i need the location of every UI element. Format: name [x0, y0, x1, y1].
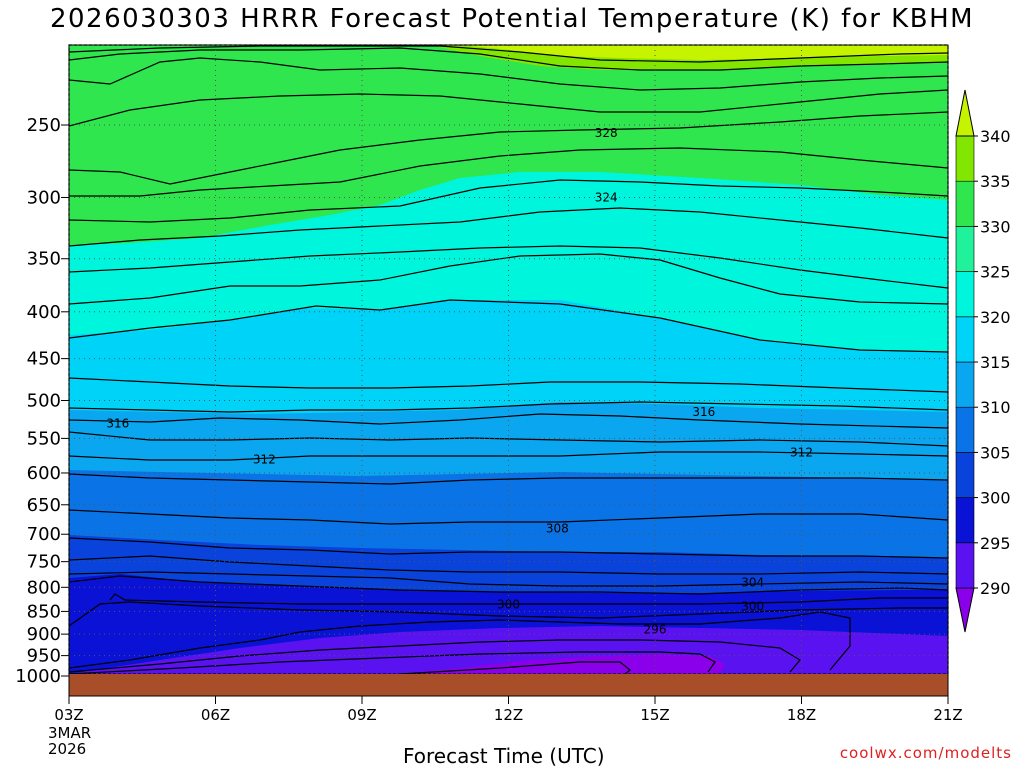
colorbar-label: 315: [980, 353, 1011, 372]
contour-line: [69, 555, 948, 575]
contour-line: [69, 45, 948, 63]
colorbar-segment: [955, 135, 975, 182]
contour-line: [69, 451, 948, 461]
colorbar-segment: [955, 452, 975, 498]
y-tick-label: 950: [27, 646, 61, 667]
band-340-plus: [460, 45, 948, 60]
contour-line: [109, 593, 948, 605]
colorbar-label: 300: [980, 489, 1011, 508]
x-tick-label: 06Z: [201, 706, 230, 724]
contour-line: [69, 651, 716, 674]
contour-label: 312: [253, 452, 276, 466]
contour-line: [69, 509, 948, 525]
y-tick-label: 400: [27, 302, 61, 323]
contour-label: 300: [741, 600, 764, 614]
colorbar-label: 310: [980, 398, 1011, 417]
contour-label: 324: [595, 190, 618, 204]
contour-line: [69, 537, 948, 559]
contour-line: [69, 47, 948, 71]
colorbar-label: 320: [980, 308, 1011, 327]
contour-line: [69, 179, 948, 223]
contour-line: [69, 89, 948, 127]
colorbar-label: 340: [980, 127, 1011, 146]
contour-line: [69, 473, 948, 485]
colorbar-segment: [955, 180, 975, 227]
colorbar-label: 330: [980, 217, 1011, 236]
colorbar-label: 325: [980, 263, 1011, 282]
contour-line: [69, 111, 948, 185]
y-axis: 2503003504004505005506006507007508008509…: [15, 115, 69, 687]
chart-title: 2026030303 HRRR Forecast Potential Tempe…: [49, 4, 975, 34]
contour-line: [69, 299, 948, 353]
contour-label: 316: [106, 417, 129, 431]
contour-label: 316: [692, 405, 715, 419]
y-tick-label: 500: [27, 391, 61, 412]
terrain-ground: [69, 674, 948, 696]
contour-line: [69, 571, 948, 587]
contour-label: 328: [595, 126, 618, 140]
potential-temperature-chart: 328 324 316 316 312 312 308 304 300 300 296 250 300…: [15, 44, 1011, 724]
colorbar-segment: [955, 271, 975, 318]
contour-line: [69, 611, 851, 671]
contour-label: 312: [790, 446, 813, 460]
contour-line: [69, 401, 948, 413]
contour-line: [399, 661, 631, 674]
contour-line: [69, 601, 948, 627]
contour-line: [69, 207, 948, 247]
y-tick-label: 800: [27, 577, 61, 598]
x-date-month: 3MAR: [48, 724, 92, 742]
y-tick-label: 700: [27, 524, 61, 545]
contour-line: [69, 639, 801, 673]
colorbar-segment: [955, 587, 975, 633]
colorbar-segment: [955, 497, 975, 544]
colorbar-segment: [955, 89, 975, 137]
x-axis-label: Forecast Time (UTC): [403, 744, 605, 768]
x-tick-label: 12Z: [494, 706, 523, 724]
contour-label: 308: [546, 522, 569, 536]
y-tick-label: 450: [27, 349, 61, 370]
y-tick-label: 550: [27, 428, 61, 449]
contour-label: 300: [497, 597, 520, 611]
colorbar-segment: [955, 361, 975, 408]
contour-label: 304: [741, 575, 764, 589]
x-tick-label: 15Z: [640, 706, 669, 724]
contour-line: [69, 431, 948, 447]
contour-line: [69, 57, 948, 91]
colorbar-segment: [955, 226, 975, 272]
contour-line: [69, 413, 948, 429]
x-tick-label: 09Z: [347, 706, 376, 724]
colorbar-label: 290: [980, 579, 1011, 598]
contour-lines: [69, 45, 948, 674]
y-tick-label: 900: [27, 624, 61, 645]
colorbar-label: 305: [980, 443, 1011, 462]
plot-area: [69, 45, 948, 674]
colorbar-label: 335: [980, 172, 1011, 191]
colorbar-segment: [955, 316, 975, 363]
contour-line: [69, 253, 948, 305]
credit-link[interactable]: coolwx.com/modelts: [839, 744, 1012, 762]
colorbar-segment: [955, 542, 975, 589]
colorbar: 290 295 300 305 310 315 320 325 330 335 340: [955, 89, 1011, 633]
y-tick-label: 650: [27, 495, 61, 516]
contour-label: 296: [644, 623, 667, 637]
contour-line: [69, 245, 948, 289]
y-tick-label: 300: [27, 187, 61, 208]
y-tick-label: 1000: [15, 666, 61, 687]
y-tick-label: 850: [27, 601, 61, 622]
x-date-year: 2026: [48, 740, 87, 758]
y-tick-label: 350: [27, 249, 61, 270]
x-tick-label: 21Z: [933, 706, 962, 724]
colorbar-label: 295: [980, 534, 1011, 553]
x-axis: 03Z 06Z 09Z 12Z 15Z 18Z 21Z: [54, 696, 963, 724]
x-tick-label: 18Z: [787, 706, 816, 724]
colorbar-segment: [955, 406, 975, 453]
y-tick-label: 250: [27, 115, 61, 136]
y-tick-label: 750: [27, 552, 61, 573]
contour-line: [69, 147, 948, 197]
contour-line: [69, 575, 948, 595]
y-tick-label: 600: [27, 463, 61, 484]
contour-label-group: 328 324 316 316 312 312 308 304 300 300 296: [106, 126, 813, 637]
contour-line: [69, 377, 948, 393]
x-tick-label: 03Z: [54, 706, 83, 724]
